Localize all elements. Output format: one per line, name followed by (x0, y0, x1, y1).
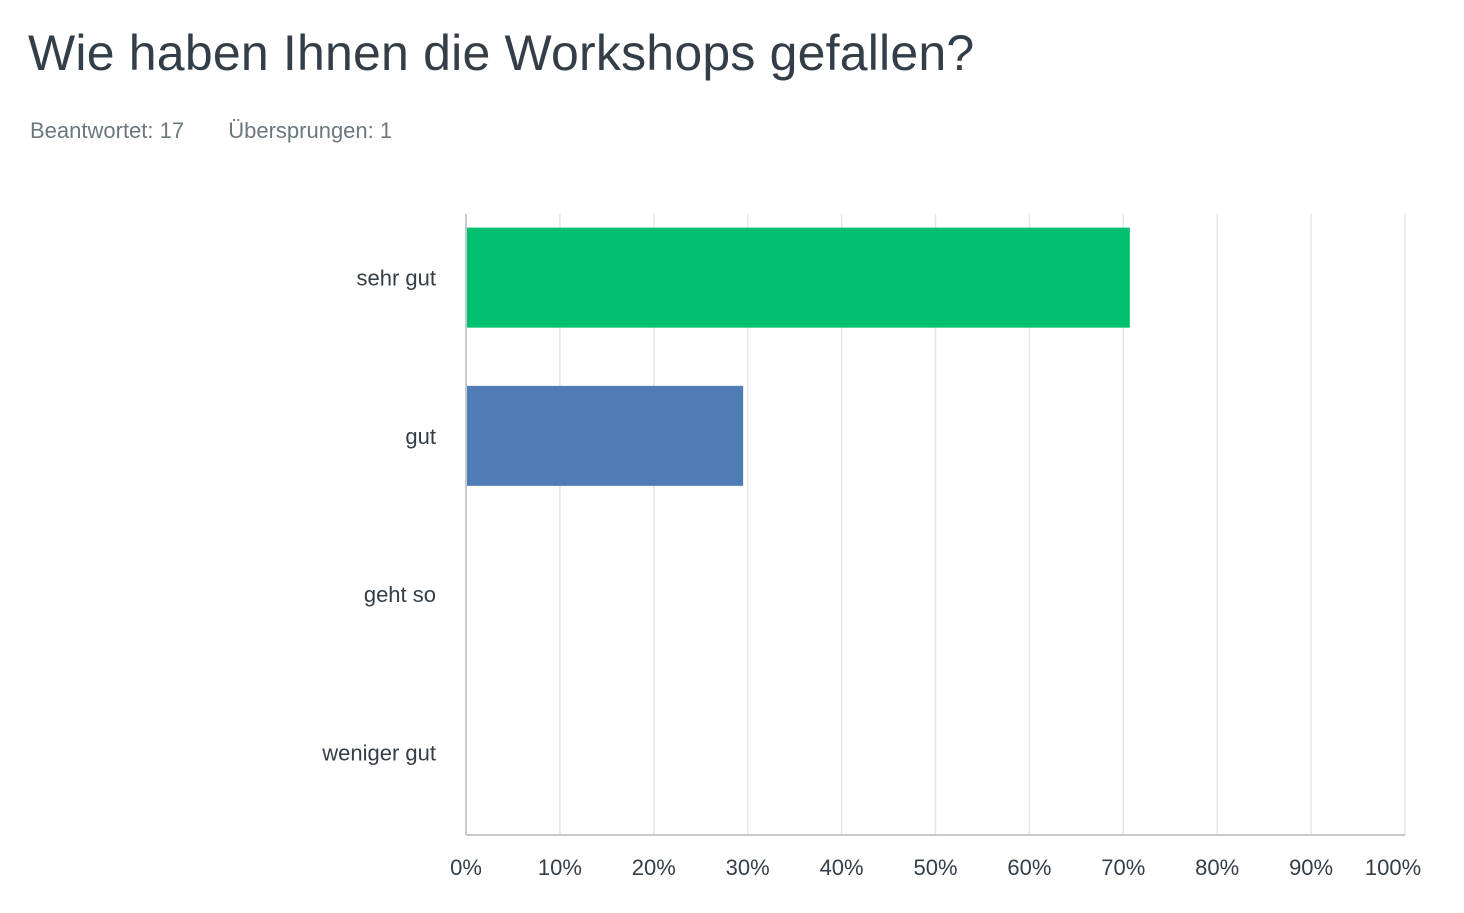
x-tick-label: 40% (820, 855, 864, 880)
x-tick-label: 100% (1365, 855, 1421, 880)
x-tick-label: 0% (450, 855, 482, 880)
x-tick-label: 20% (632, 855, 676, 880)
page-title: Wie haben Ihnen die Workshops gefallen? (28, 25, 975, 81)
category-label: weniger gut (321, 740, 436, 765)
bar (467, 227, 1130, 328)
category-label: geht so (364, 582, 436, 607)
category-label: sehr gut (357, 266, 437, 291)
x-tick-label: 90% (1289, 855, 1333, 880)
bar (467, 385, 744, 486)
x-tick-label: 70% (1101, 855, 1145, 880)
x-tick-label: 60% (1007, 855, 1051, 880)
x-tick-label: 80% (1195, 855, 1239, 880)
answered-count: Beantwortet: 17 (30, 118, 185, 143)
x-tick-label: 10% (538, 855, 582, 880)
skipped-count: Übersprungen: 1 (228, 118, 393, 143)
x-tick-label: 50% (913, 855, 957, 880)
category-label: gut (405, 424, 436, 449)
response-stats: Beantwortet: 17 Übersprungen: 1 (30, 118, 430, 144)
x-tick-label: 30% (726, 855, 770, 880)
